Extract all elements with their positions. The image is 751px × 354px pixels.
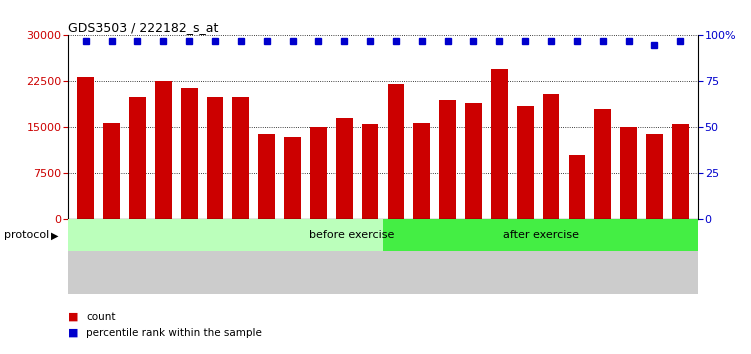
Bar [620, 127, 637, 219]
Text: after exercise: after exercise [502, 230, 579, 240]
Bar [388, 85, 404, 219]
Bar [336, 118, 353, 219]
Bar [207, 97, 223, 219]
Bar [181, 87, 198, 219]
Bar [383, 219, 698, 251]
Text: ▶: ▶ [51, 230, 59, 240]
Bar [517, 106, 534, 219]
Bar [362, 124, 379, 219]
Bar [569, 155, 585, 219]
Bar [68, 219, 388, 251]
Bar [232, 97, 249, 219]
Text: count: count [86, 312, 116, 322]
Text: percentile rank within the sample: percentile rank within the sample [86, 328, 262, 338]
Bar [129, 97, 146, 219]
Bar [155, 81, 172, 219]
Bar [543, 94, 559, 219]
Bar [646, 133, 663, 219]
Bar [258, 133, 275, 219]
Text: ■: ■ [68, 312, 78, 322]
Text: before exercise: before exercise [309, 230, 395, 240]
Bar [413, 122, 430, 219]
Bar [465, 103, 482, 219]
Bar [77, 77, 94, 219]
Bar [103, 122, 120, 219]
Text: protocol: protocol [4, 230, 49, 240]
Text: GDS3503 / 222182_s_at: GDS3503 / 222182_s_at [68, 21, 218, 34]
Bar [439, 100, 456, 219]
Bar [491, 69, 508, 219]
Bar [284, 137, 301, 219]
Text: ■: ■ [68, 328, 78, 338]
Bar [310, 127, 327, 219]
Bar [672, 124, 689, 219]
Bar [594, 109, 611, 219]
